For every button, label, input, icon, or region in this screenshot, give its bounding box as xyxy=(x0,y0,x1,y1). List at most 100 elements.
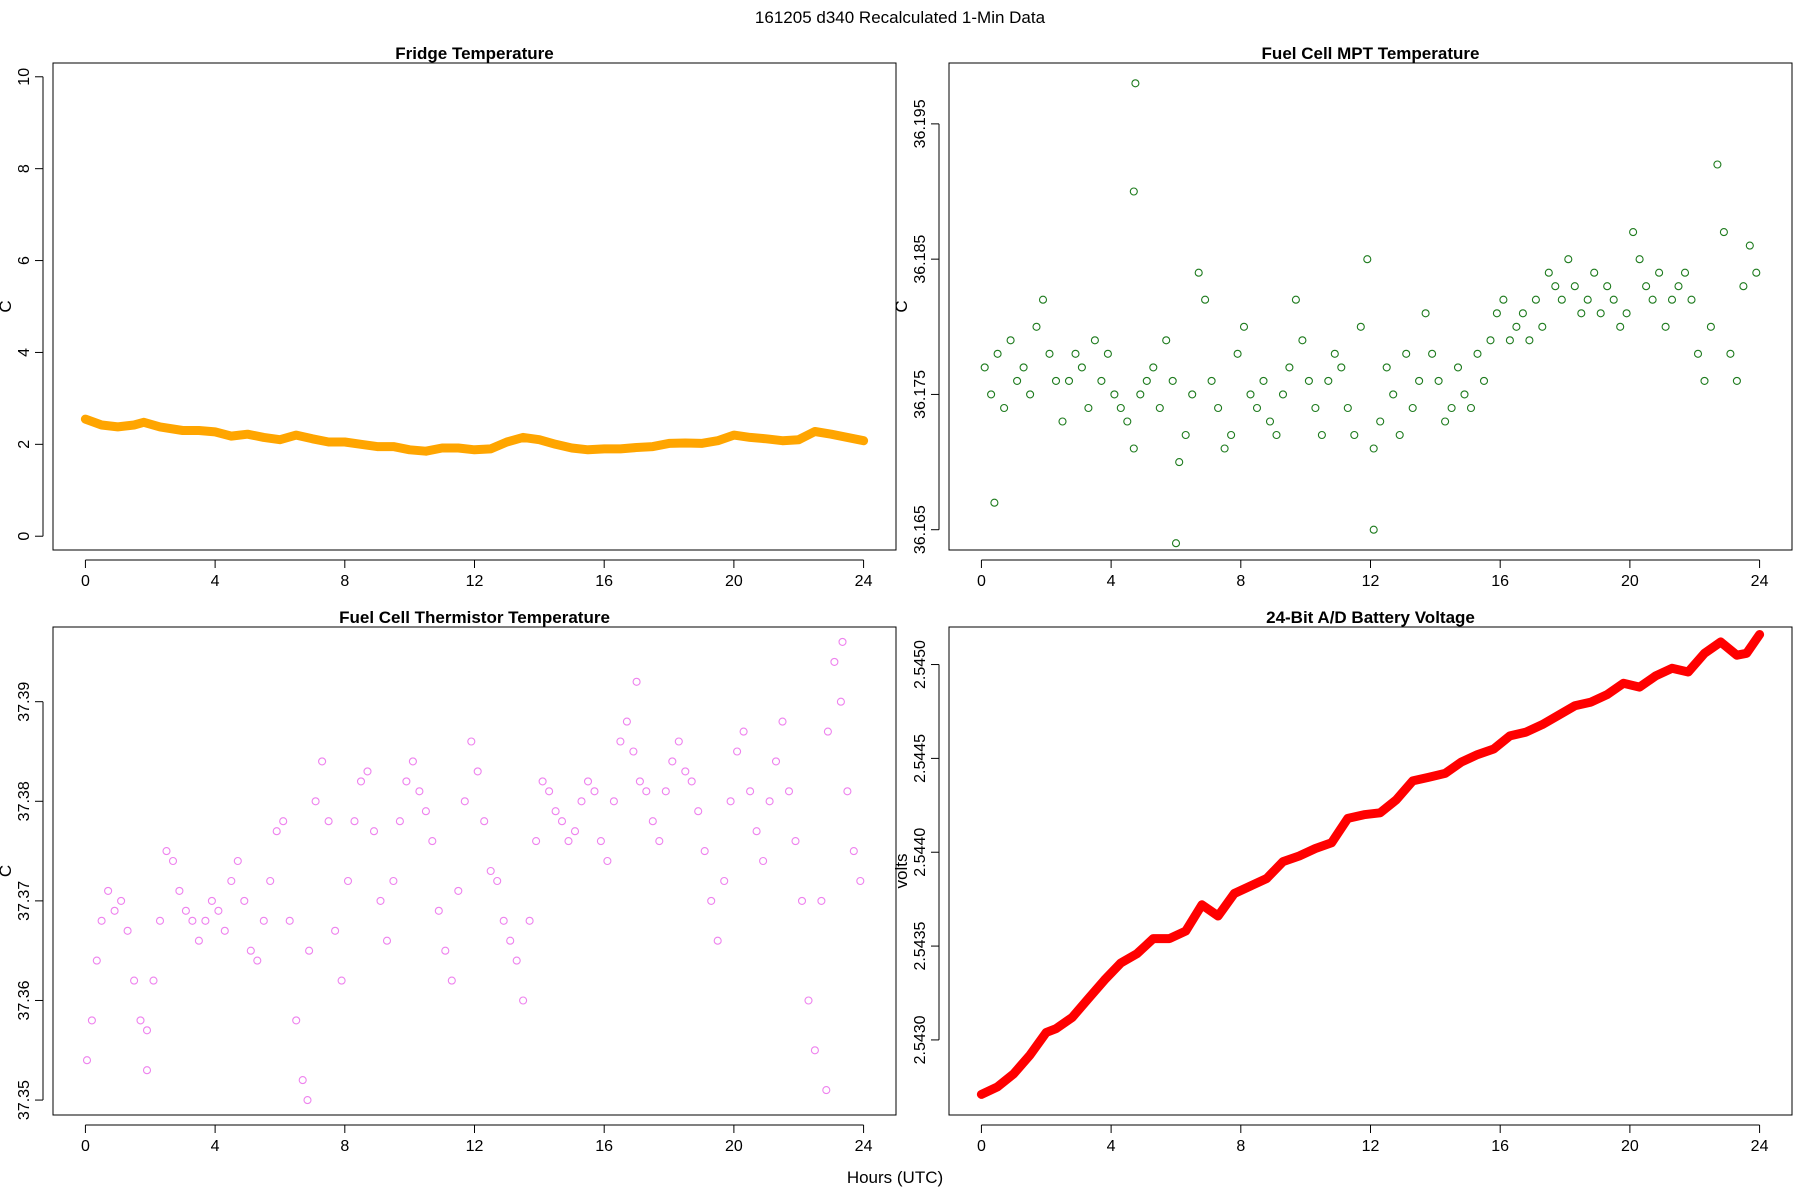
data-point xyxy=(460,797,469,806)
data-point xyxy=(1376,417,1385,426)
data-point xyxy=(395,817,404,826)
data-point xyxy=(1752,268,1761,277)
data-point xyxy=(1103,349,1112,358)
data-point xyxy=(1116,403,1125,413)
data-point xyxy=(1713,160,1722,169)
data-point xyxy=(1648,295,1657,304)
data-point xyxy=(1369,444,1378,453)
data-point xyxy=(1188,390,1197,399)
data-point xyxy=(253,956,262,965)
x-tick-label: 12 xyxy=(1362,1138,1380,1155)
data-point xyxy=(1207,376,1216,385)
data-point xyxy=(1505,336,1514,345)
data-point xyxy=(1317,430,1326,440)
x-tick-label: 24 xyxy=(1751,1138,1769,1155)
y-tick-label: 8 xyxy=(16,164,33,173)
data-point xyxy=(1616,322,1625,331)
data-point xyxy=(778,717,787,726)
data-point xyxy=(687,777,696,786)
data-point xyxy=(421,807,430,816)
data-point xyxy=(512,956,521,965)
data-point xyxy=(1719,228,1728,237)
x-tick-label: 12 xyxy=(466,573,484,590)
data-point xyxy=(1026,390,1035,399)
data-point xyxy=(532,837,541,846)
data-point xyxy=(454,886,463,895)
data-point xyxy=(590,787,599,796)
panel-title: Fuel Cell MPT Temperature xyxy=(1262,44,1480,63)
y-tick-label: 0 xyxy=(16,532,33,541)
data-point xyxy=(324,817,333,826)
data-point xyxy=(1551,282,1560,291)
data-point xyxy=(713,936,722,945)
panel-fridge: Fridge TemperatureC048121620240246810 xyxy=(0,44,897,590)
data-point xyxy=(596,837,605,846)
data-point xyxy=(434,906,443,915)
data-point xyxy=(188,916,197,925)
data-point xyxy=(279,817,288,826)
data-point xyxy=(331,926,340,935)
data-point xyxy=(467,737,476,746)
data-point xyxy=(1149,363,1158,372)
data-point xyxy=(415,787,424,796)
panel-title: Fridge Temperature xyxy=(395,44,553,63)
y-tick-label: 2.5430 xyxy=(912,1015,929,1064)
series-line xyxy=(80,414,869,456)
x-tick-label: 20 xyxy=(725,1138,743,1155)
data-point xyxy=(810,1046,819,1055)
data-point xyxy=(1460,390,1469,399)
data-point xyxy=(1194,268,1203,277)
y-tick-label: 36.195 xyxy=(912,99,929,148)
data-point xyxy=(1013,376,1022,385)
data-point xyxy=(1175,458,1184,467)
data-point xyxy=(1642,282,1651,291)
x-tick-label: 0 xyxy=(977,1138,986,1155)
data-point xyxy=(1421,309,1430,318)
data-point xyxy=(1732,376,1741,385)
data-point xyxy=(1285,363,1294,372)
data-point xyxy=(123,926,132,935)
data-point xyxy=(1473,349,1482,358)
data-point xyxy=(117,896,126,905)
data-point xyxy=(175,886,184,895)
data-point xyxy=(1434,376,1443,385)
data-point xyxy=(1680,268,1690,277)
data-point xyxy=(285,916,294,925)
data-point xyxy=(1171,539,1181,548)
data-point xyxy=(1441,417,1450,426)
data-point xyxy=(1084,403,1093,413)
data-point xyxy=(1389,390,1398,399)
data-point xyxy=(214,906,223,915)
data-point xyxy=(797,896,807,905)
data-point xyxy=(1499,295,1508,304)
data-point xyxy=(447,976,456,985)
data-point xyxy=(499,916,508,925)
data-point xyxy=(402,777,411,786)
data-point xyxy=(1324,376,1333,385)
data-point xyxy=(519,996,528,1005)
data-point xyxy=(298,1076,307,1085)
data-point xyxy=(570,827,580,836)
plot-frame xyxy=(948,626,1793,1116)
data-point xyxy=(1453,363,1463,372)
data-point xyxy=(1622,309,1631,318)
data-point xyxy=(1492,309,1501,318)
data-point xyxy=(1097,376,1106,385)
data-point xyxy=(1583,295,1592,304)
x-tick-label: 0 xyxy=(81,573,90,590)
data-point xyxy=(1006,336,1015,345)
data-point xyxy=(318,757,327,766)
data-point xyxy=(142,1066,152,1075)
data-point xyxy=(525,916,534,925)
x-tick-label: 0 xyxy=(81,1138,90,1155)
data-point xyxy=(1382,363,1391,372)
data-point xyxy=(292,1016,301,1025)
data-point xyxy=(993,349,1002,358)
data-point xyxy=(564,837,573,846)
data-point xyxy=(104,886,113,895)
x-tick-label: 8 xyxy=(340,573,349,590)
x-tick-label: 16 xyxy=(1491,1138,1509,1155)
y-tick-label: 2.5450 xyxy=(912,640,929,689)
data-point xyxy=(181,906,190,915)
x-tick-label: 24 xyxy=(1751,573,1769,590)
